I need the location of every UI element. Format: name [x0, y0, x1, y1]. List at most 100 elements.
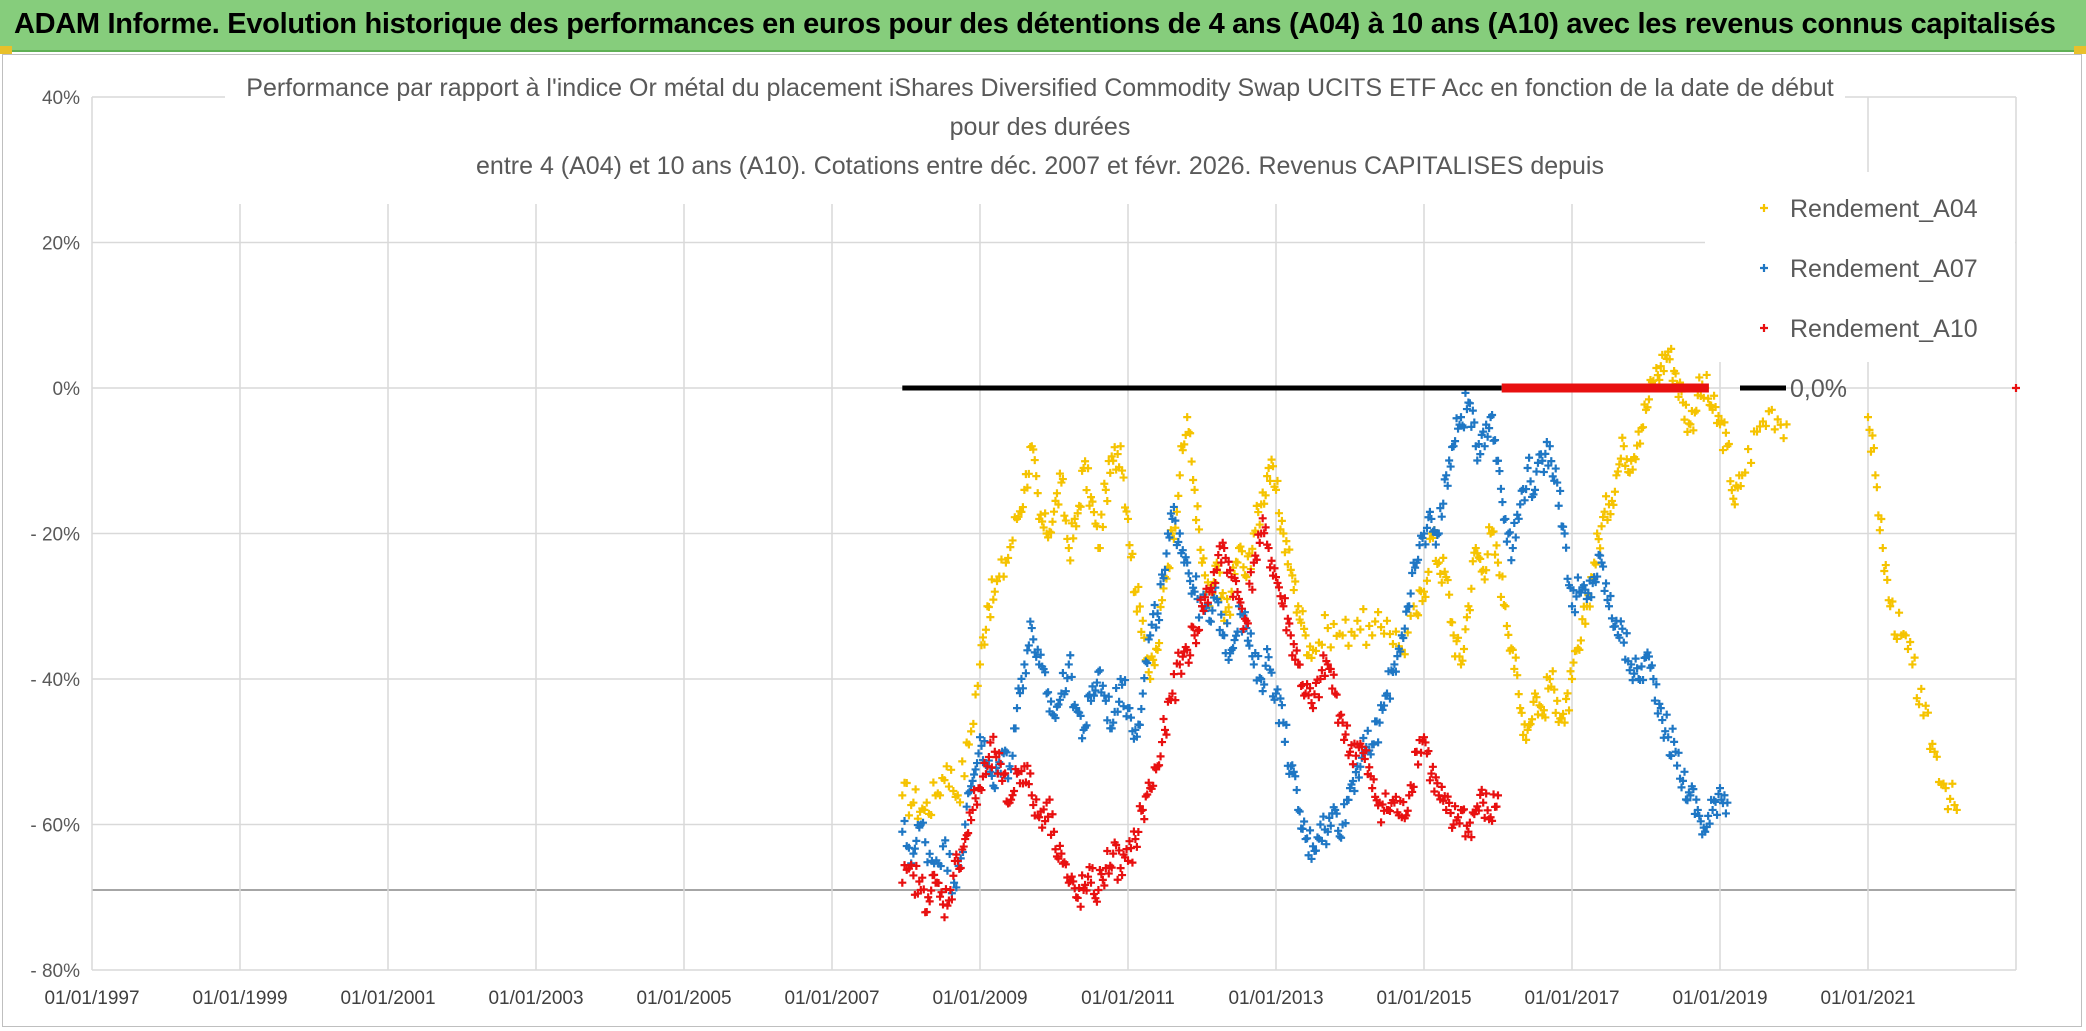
data-point-fill: [1610, 487, 1619, 496]
data-point-fill: [1223, 594, 1232, 603]
data-point-fill: [1581, 619, 1590, 628]
data-point: [1116, 864, 1125, 873]
data-point-fill: [1939, 779, 1948, 788]
data-point-fill: [1217, 593, 1226, 602]
data-point-fill: [1491, 436, 1500, 445]
data-point-fill: [1004, 553, 1013, 562]
data-point-fill: [1310, 690, 1319, 699]
data-point-fill: [1378, 705, 1387, 714]
data-point-fill: [1044, 688, 1053, 697]
data-point-fill: [1946, 794, 1955, 803]
data-point-fill: [1076, 711, 1085, 720]
data-point-fill: [1143, 790, 1152, 799]
data-point-fill: [1121, 503, 1130, 512]
data-point-fill: [1007, 795, 1016, 804]
data-point-fill: [1036, 650, 1045, 659]
data-point: [1368, 631, 1377, 640]
data-point-fill: [910, 844, 919, 853]
data-point: [1198, 558, 1206, 567]
data-point-fill: [1115, 846, 1124, 855]
data-point: [1479, 427, 1488, 436]
data-point-fill: [1143, 659, 1152, 668]
data-point-fill: [1328, 684, 1337, 693]
data-point-fill: [1215, 626, 1224, 635]
data-point-fill: [1528, 715, 1537, 724]
data-point-fill: [1243, 619, 1252, 628]
data-point-fill: [973, 800, 982, 809]
data-point-fill: [1329, 620, 1338, 629]
data-point-fill: [1414, 555, 1423, 564]
data-point-fill: [1036, 510, 1045, 519]
data-point-fill: [1350, 786, 1359, 795]
data-point-fill: [1446, 808, 1455, 817]
data-point-fill: [1569, 658, 1578, 667]
data-point-fill: [1606, 510, 1615, 519]
data-point-fill: [1507, 644, 1516, 653]
x-tick-label: 01/01/2013: [1228, 988, 1323, 1009]
data-point-fill: [1252, 555, 1261, 564]
data-point-fill: [1513, 671, 1522, 680]
data-point: [950, 878, 959, 887]
data-point-fill: [1610, 622, 1619, 631]
data-point: [1220, 544, 1229, 553]
data-point-fill: [1476, 450, 1485, 459]
data-point: [1434, 558, 1443, 567]
data-point-fill: [1366, 750, 1375, 759]
data-point-fill: [1314, 693, 1323, 702]
data-point-fill: [977, 786, 986, 795]
data-point-fill: [1232, 577, 1241, 586]
data-point-fill: [1088, 682, 1097, 691]
data-point-fill: [1667, 344, 1676, 353]
data-point: [1575, 645, 1584, 654]
data-point-fill: [1332, 809, 1341, 818]
data-point-fill: [1446, 462, 1455, 471]
data-point-fill: [1388, 640, 1397, 649]
data-point-fill: [1562, 694, 1571, 703]
data-point: [1368, 784, 1377, 793]
data-point-fill: [1010, 786, 1019, 795]
data-point-fill: [1029, 445, 1038, 454]
data-point-fill: [902, 779, 911, 788]
data-point-fill: [1548, 472, 1557, 481]
data-point-fill: [1317, 836, 1326, 845]
data-point-fill: [1178, 652, 1187, 661]
data-point-fill: [1559, 709, 1568, 718]
data-point-fill: [1283, 614, 1292, 623]
data-point-fill: [956, 864, 965, 873]
y-axis-ticks: 40% 20% 0% - 20% - 40% - 60% - 80%: [30, 88, 80, 982]
data-point-fill: [1340, 735, 1349, 744]
data-point-fill: [1607, 496, 1616, 505]
data-point-fill: [1458, 656, 1467, 665]
data-point-fill: [1066, 651, 1075, 660]
data-point-fill: [1480, 442, 1489, 451]
data-point-fill: [1385, 694, 1394, 703]
data-point: [1656, 704, 1665, 713]
data-point-fill: [1928, 739, 1937, 748]
data-point-fill: [1261, 523, 1270, 532]
data-point-fill: [1437, 512, 1446, 521]
data-point-fill: [1377, 818, 1386, 827]
data-point-fill: [1260, 499, 1269, 508]
data-point-fill: [1132, 607, 1141, 616]
data-point-fill: [1680, 767, 1689, 776]
data-point-fill: [1288, 651, 1297, 660]
data-point: [1716, 784, 1724, 793]
data-point-fill: [1177, 669, 1186, 678]
data-point-fill: [1344, 795, 1353, 804]
data-point-fill: [1467, 584, 1476, 593]
data-point-fill: [1063, 674, 1072, 683]
data-point-fill: [1430, 787, 1439, 796]
data-point: [1516, 500, 1525, 509]
data-point-fill: [1051, 714, 1060, 723]
data-point-fill: [943, 901, 952, 910]
data-point-fill: [1550, 685, 1559, 694]
data-point-fill: [1023, 761, 1032, 770]
data-point-fill: [1883, 575, 1892, 584]
data-point-fill: [1892, 634, 1901, 643]
data-point-fill: [1673, 761, 1682, 770]
data-point: [920, 805, 929, 814]
data-point-fill: [1192, 639, 1201, 648]
data-point: [1501, 514, 1510, 523]
data-point-fill: [1362, 746, 1371, 755]
data-point-fill: [912, 836, 921, 845]
